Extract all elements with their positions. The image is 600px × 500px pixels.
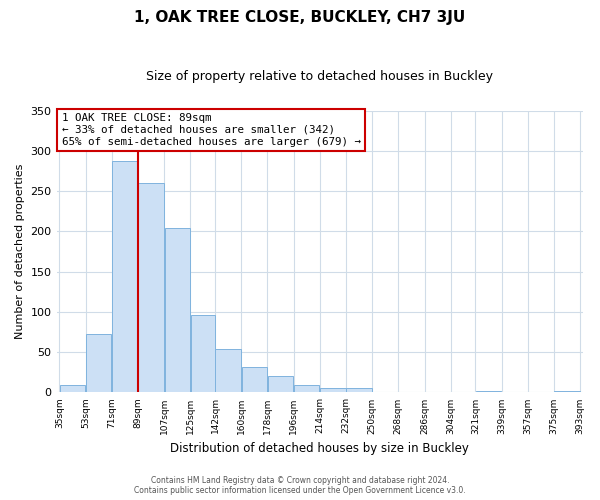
Bar bbox=[268, 376, 293, 392]
Bar bbox=[215, 349, 241, 393]
Bar bbox=[242, 368, 267, 392]
Y-axis label: Number of detached properties: Number of detached properties bbox=[15, 164, 25, 339]
Bar bbox=[476, 391, 501, 392]
Bar bbox=[86, 334, 112, 392]
Bar bbox=[294, 385, 319, 392]
Bar bbox=[112, 162, 137, 392]
Text: 1, OAK TREE CLOSE, BUCKLEY, CH7 3JU: 1, OAK TREE CLOSE, BUCKLEY, CH7 3JU bbox=[134, 10, 466, 25]
Bar bbox=[554, 391, 580, 392]
Text: 1 OAK TREE CLOSE: 89sqm
← 33% of detached houses are smaller (342)
65% of semi-d: 1 OAK TREE CLOSE: 89sqm ← 33% of detache… bbox=[62, 114, 361, 146]
Bar bbox=[320, 388, 346, 392]
Bar bbox=[191, 315, 215, 392]
Bar bbox=[139, 183, 164, 392]
Bar bbox=[164, 228, 190, 392]
Title: Size of property relative to detached houses in Buckley: Size of property relative to detached ho… bbox=[146, 70, 493, 83]
Bar bbox=[60, 385, 85, 392]
X-axis label: Distribution of detached houses by size in Buckley: Distribution of detached houses by size … bbox=[170, 442, 469, 455]
Text: Contains HM Land Registry data © Crown copyright and database right 2024.
Contai: Contains HM Land Registry data © Crown c… bbox=[134, 476, 466, 495]
Bar bbox=[346, 388, 372, 392]
